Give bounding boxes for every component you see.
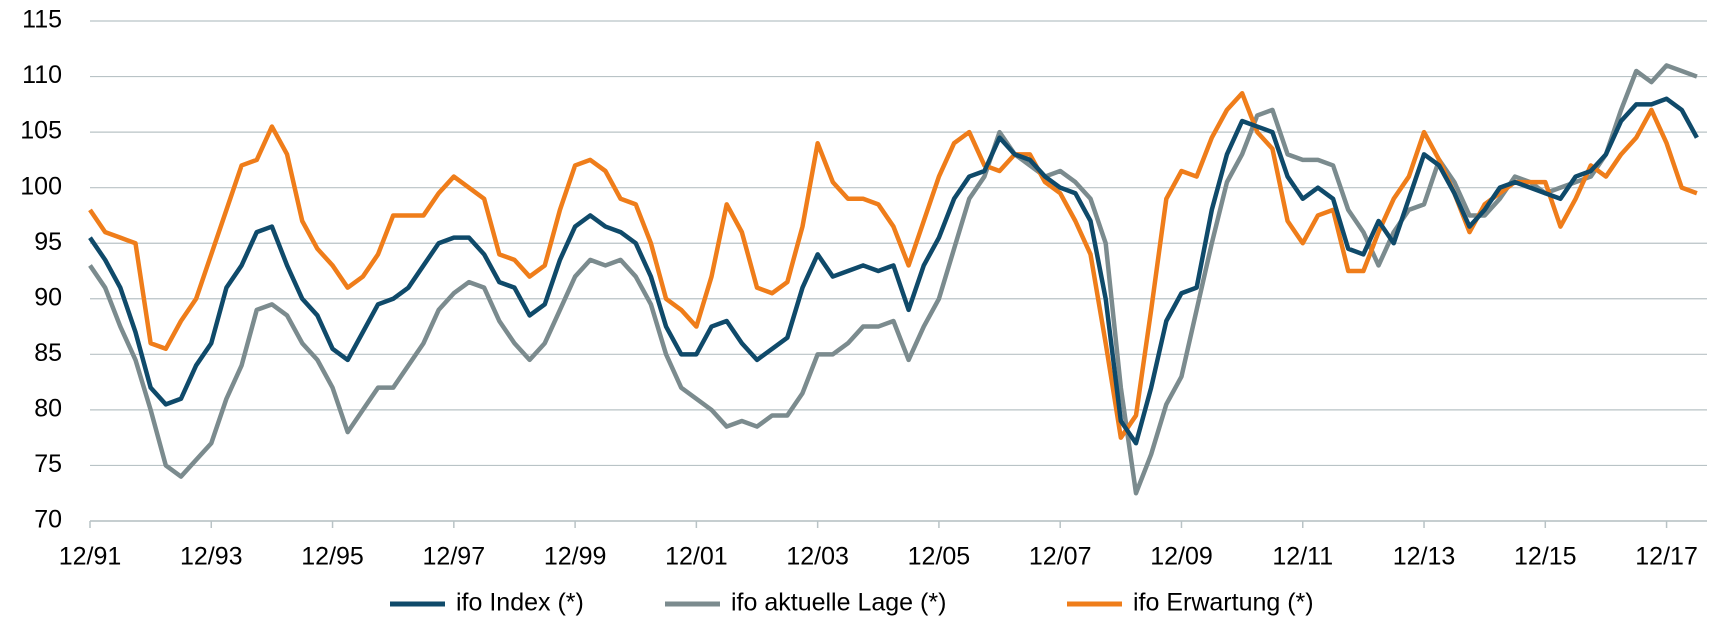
x-tick-label: 12/07	[1029, 543, 1092, 571]
x-tick-label: 12/91	[59, 543, 122, 571]
grid	[90, 20, 1707, 522]
y-tick-label: 90	[34, 283, 62, 311]
x-tick-label: 12/01	[665, 543, 728, 571]
y-tick-label: 85	[34, 339, 62, 367]
legend-label: ifo aktuelle Lage (*)	[731, 589, 946, 617]
legend-label: ifo Erwartung (*)	[1133, 589, 1314, 617]
x-tick-label: 12/15	[1514, 543, 1577, 571]
series-line	[88, 63, 1698, 496]
x-tick-label: 12/95	[301, 543, 364, 571]
y-tick-label: 95	[34, 228, 62, 256]
x-tick-label: 12/97	[423, 543, 486, 571]
x-tick-label: 12/93	[180, 543, 243, 571]
axes: 70 75 80 85 90 95 100 105 110 115 12/91 12/93 12/95 1…	[20, 6, 1707, 571]
legend: ifo Index (*) ifo aktuelle Lage (*) ifo Er…	[390, 589, 1314, 617]
y-tick-label: 100	[20, 172, 62, 200]
x-tick-label: 12/03	[786, 543, 849, 571]
series-line	[88, 90, 1698, 440]
y-tick-label: 105	[20, 117, 62, 145]
series-line	[88, 96, 1699, 446]
y-tick-label: 110	[22, 61, 62, 89]
y-tick-label: 115	[22, 6, 62, 34]
x-tick-label: 12/17	[1635, 543, 1698, 571]
y-tick-label: 70	[34, 506, 62, 534]
x-tick-label: 12/13	[1393, 543, 1456, 571]
x-tick-label: 12/05	[908, 543, 971, 571]
x-tick-label: 12/11	[1272, 543, 1333, 571]
y-tick-label: 75	[34, 450, 62, 478]
legend-label: ifo Index (*)	[456, 589, 584, 617]
lines	[88, 63, 1699, 496]
x-tick-label: 12/99	[544, 543, 607, 571]
y-tick-label: 80	[34, 394, 62, 422]
x-tick-label: 12/09	[1150, 543, 1213, 571]
